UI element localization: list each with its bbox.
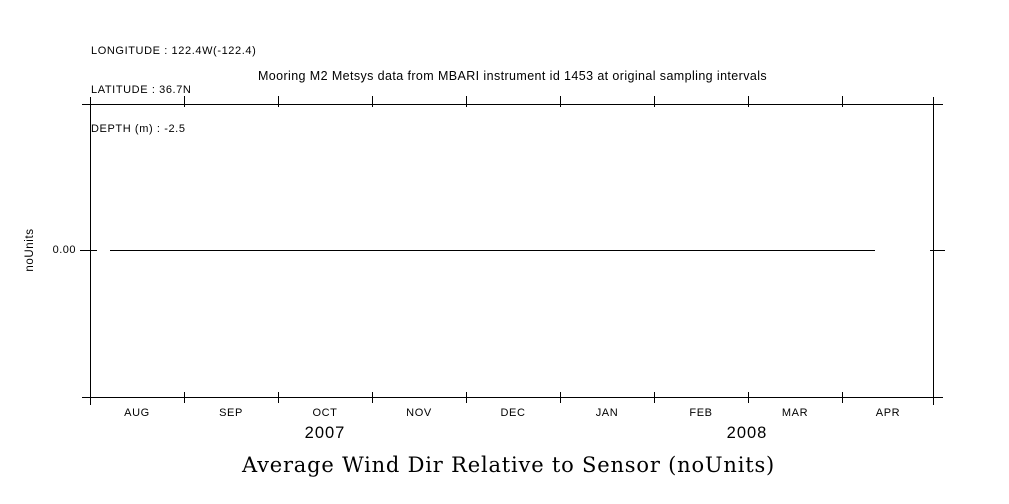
x-tick-label: FEB [689,407,713,419]
y-axis-label: noUnits [24,228,36,272]
depth-label: DEPTH (m) : -2.5 [91,123,186,135]
x-axis-tick-top [654,96,655,107]
x-tick-label: NOV [406,407,432,419]
x-tick-label: DEC [500,407,526,419]
axis-line-left [90,97,91,405]
y-tick-label: 0.00 [52,244,76,256]
year-label-2007: 2007 [304,424,346,442]
axis-line-top [82,104,943,105]
x-axis-tick-top [466,96,467,107]
x-axis-tick-top [184,96,185,107]
x-tick-label: AUG [124,407,150,419]
x-axis-tick-top [278,96,279,107]
x-axis-tick-top [372,96,373,107]
y-axis-tick-left [80,250,97,251]
x-axis-tick-bottom [466,392,467,403]
x-tick-label: JAN [595,407,619,419]
x-tick-label: MAR [781,407,809,419]
x-tick-label: OCT [312,407,338,419]
chart-caption: Average Wind Dir Relative to Sensor (noU… [241,453,776,477]
x-tick-label: SEP [219,407,243,419]
axis-line-right [933,97,934,405]
x-tick-label: APR [875,407,901,419]
x-axis-tick-top [560,96,561,107]
x-axis-tick-top [842,96,843,107]
longitude-label: LONGITUDE : 122.4W(-122.4) [91,45,257,57]
x-axis-tick-bottom [654,392,655,403]
y-axis-tick-right [930,250,945,251]
x-axis-tick-top [748,96,749,107]
year-label-2008: 2008 [726,424,768,442]
x-axis-tick-bottom [748,392,749,403]
data-line-series [110,250,875,251]
x-axis-tick-bottom [184,392,185,403]
x-axis-tick-bottom [842,392,843,403]
x-axis-tick-bottom [560,392,561,403]
x-axis-tick-bottom [278,392,279,403]
latitude-label: LATITUDE : 36.7N [91,84,192,96]
x-axis-tick-bottom [372,392,373,403]
plot-title: Mooring M2 Metsys data from MBARI instru… [257,69,768,83]
axis-line-bottom [82,397,943,398]
station-info-block: LONGITUDE : 122.4W(-122.4) LATITUDE : 36… [91,19,256,162]
